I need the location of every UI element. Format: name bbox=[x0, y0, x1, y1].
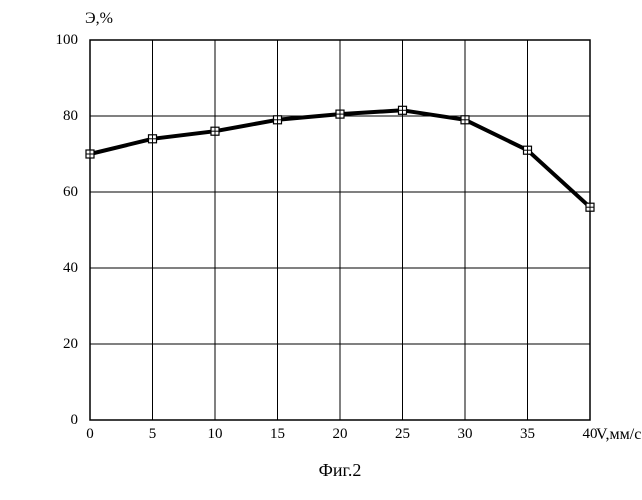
y-tick-label: 100 bbox=[56, 32, 79, 49]
y-axis-label: Э,% bbox=[85, 10, 113, 28]
y-tick-label: 60 bbox=[63, 184, 78, 201]
y-tick-label: 0 bbox=[71, 412, 79, 429]
x-tick-label: 30 bbox=[458, 426, 473, 443]
figure-caption: Фиг.2 bbox=[319, 460, 362, 481]
data-marker bbox=[86, 150, 94, 158]
data-marker bbox=[461, 116, 469, 124]
x-axis-label: V,мм/с bbox=[596, 426, 641, 444]
x-tick-label: 10 bbox=[208, 426, 223, 443]
y-tick-label: 80 bbox=[63, 108, 78, 125]
x-tick-label: 40 bbox=[583, 426, 598, 443]
chart-container: Э,% V,мм/с Фиг.2 0 20 40 60 80 100 0 5 10 15 20 25 3… bbox=[0, 0, 642, 500]
data-marker bbox=[211, 127, 219, 135]
chart-svg bbox=[0, 0, 642, 500]
x-tick-label: 0 bbox=[86, 426, 94, 443]
data-marker bbox=[399, 106, 407, 114]
data-marker bbox=[524, 146, 532, 154]
x-tick-label: 35 bbox=[520, 426, 535, 443]
data-marker bbox=[586, 203, 594, 211]
data-marker bbox=[149, 135, 157, 143]
x-tick-label: 5 bbox=[149, 426, 157, 443]
y-tick-label: 20 bbox=[63, 336, 78, 353]
x-tick-label: 25 bbox=[395, 426, 410, 443]
x-tick-label: 15 bbox=[270, 426, 285, 443]
data-marker bbox=[336, 110, 344, 118]
x-tick-label: 20 bbox=[333, 426, 348, 443]
data-marker bbox=[274, 116, 282, 124]
y-tick-label: 40 bbox=[63, 260, 78, 277]
